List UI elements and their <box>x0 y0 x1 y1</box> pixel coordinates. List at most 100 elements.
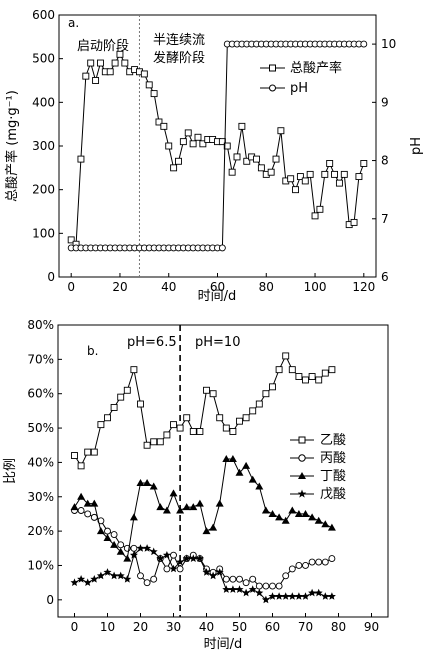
a-series-0-point-4 <box>87 59 95 67</box>
chart-b-panel-label: b. <box>87 344 98 358</box>
a-ytick-label-5: 500 <box>32 52 55 66</box>
b-ytick-label-8: 80% <box>27 318 54 332</box>
b-series-0-point-36 <box>308 373 316 380</box>
b-series-0-point-6 <box>110 403 118 411</box>
b-xtick-label-7: 70 <box>298 620 313 634</box>
b-series-0-point-17 <box>183 414 191 422</box>
b-series-0-point-14 <box>163 431 171 439</box>
legend-b-square-marker <box>298 436 306 444</box>
a-series-0-point-0 <box>67 236 75 244</box>
a-y2tick-label-4: 10 <box>381 37 396 51</box>
b-series-3-point-10 <box>136 544 145 552</box>
b-series-0-point-32 <box>282 352 290 360</box>
b-series-0-point-12 <box>150 438 158 446</box>
b-series-2-point-12 <box>149 482 158 490</box>
b-series-0-point-35 <box>302 376 309 384</box>
b-series-2-point-0 <box>70 503 79 511</box>
a-series-0-point-25 <box>189 140 197 148</box>
a-xtick-label-4: 80 <box>259 280 274 294</box>
a-series-0-point-23 <box>179 138 187 146</box>
a-series-0-point-38 <box>253 155 260 163</box>
b-xtick-label-4: 40 <box>199 620 214 634</box>
b-series-0-point-3 <box>90 448 98 456</box>
b-series-0-point-23 <box>222 424 230 432</box>
b-series-3-point-30 <box>268 592 277 600</box>
a-series-0-line <box>70 53 365 246</box>
a-series-0-point-59 <box>355 173 363 181</box>
a-xtick-label-0: 0 <box>67 280 75 294</box>
b-series-0-point-26 <box>242 414 250 422</box>
b-series-3-point-28 <box>255 588 264 597</box>
chart-a-annotation-ferment: 发酵阶段 <box>153 50 205 66</box>
legend-b-triangle-marker <box>298 472 306 479</box>
b-series-1-point-28 <box>255 582 263 590</box>
b-series-1-point-36 <box>308 558 316 566</box>
b-series-0-point-30 <box>269 383 276 391</box>
b-series-2-point-22 <box>215 499 224 507</box>
a-xtick-label-3: 60 <box>210 280 225 294</box>
b-series-0-point-24 <box>229 428 237 435</box>
b-series-3-point-8 <box>123 575 132 583</box>
b-series-2-point-23 <box>222 454 231 462</box>
chart-a-panel-label: a. <box>68 16 79 30</box>
b-ytick-label-4: 40% <box>27 455 54 469</box>
legend-b-label-2: 丙酸 <box>320 451 346 466</box>
b-xtick-label-5: 50 <box>232 620 247 634</box>
b-series-2-point-18 <box>189 503 198 511</box>
b-series-2-point-27 <box>248 475 257 483</box>
a-series-0-point-2 <box>77 155 85 163</box>
b-series-3-point-5 <box>103 568 112 576</box>
b-series-2-point-33 <box>288 506 297 514</box>
b-series-1-point-12 <box>150 575 158 583</box>
b-series-3-point-15 <box>169 564 178 573</box>
b-series-2-point-19 <box>195 499 204 507</box>
a-series-0-point-8 <box>106 68 114 76</box>
b-series-2-point-8 <box>123 554 132 562</box>
b-series-3-point-13 <box>156 554 165 562</box>
b-xtick-label-0: 0 <box>71 620 79 634</box>
b-series-0-point-21 <box>209 390 217 398</box>
b-series-0-point-20 <box>203 386 210 394</box>
chart-a-annotation-start: 启动阶段 <box>77 39 129 54</box>
b-series-1-point-4 <box>97 517 105 525</box>
b-series-2-point-29 <box>261 506 270 514</box>
b-series-1-point-27 <box>249 575 257 583</box>
b-series-0-point-29 <box>262 390 270 398</box>
a-xtick-label-1: 20 <box>112 280 127 294</box>
b-series-3-point-6 <box>110 571 119 580</box>
b-xtick-label-8: 80 <box>331 620 346 634</box>
legend-b-label-1: 乙酸 <box>320 433 346 448</box>
b-series-3-point-38 <box>321 592 330 600</box>
a-xtick-label-2: 40 <box>161 280 176 294</box>
b-series-2-point-35 <box>301 509 310 517</box>
b-series-2-point-14 <box>162 506 171 514</box>
b-series-0-point-33 <box>288 366 296 374</box>
b-series-2-point-15 <box>169 489 178 497</box>
b-series-2-point-6 <box>110 540 119 548</box>
b-series-3-point-21 <box>209 571 218 580</box>
chart-b: b. pH=6.5 pH=10 时间/d 比例 0 10 20 30 40 50 60 70 8… <box>3 318 389 652</box>
b-series-2-point-34 <box>294 509 303 517</box>
b-series-3-point-17 <box>182 554 191 562</box>
a-series-0-point-39 <box>257 164 265 172</box>
b-series-3-point-3 <box>90 575 99 583</box>
b-series-3-point-24 <box>228 585 237 593</box>
a-ytick-label-2: 200 <box>32 183 55 197</box>
legend-b-circle-marker <box>298 454 306 462</box>
legend-b-star-marker <box>297 489 307 498</box>
b-series-1-point-26 <box>242 579 250 587</box>
b-series-3-point-7 <box>116 571 125 580</box>
a-series-0-point-48 <box>301 177 309 185</box>
b-series-3-point-35 <box>301 592 310 600</box>
a-series-0-point-52 <box>321 170 329 178</box>
a-y2tick-label-1: 7 <box>381 212 389 226</box>
a-series-0-point-58 <box>350 218 358 226</box>
b-series-0-point-22 <box>216 414 224 422</box>
chart-a-frame <box>58 14 377 278</box>
b-series-3-point-16 <box>176 557 185 566</box>
b-series-2-point-30 <box>268 509 277 517</box>
b-series-3-point-2 <box>83 578 92 586</box>
a-series-0-point-49 <box>306 170 314 178</box>
b-series-1-point-31 <box>275 582 283 590</box>
b-series-1-point-7 <box>117 541 125 549</box>
